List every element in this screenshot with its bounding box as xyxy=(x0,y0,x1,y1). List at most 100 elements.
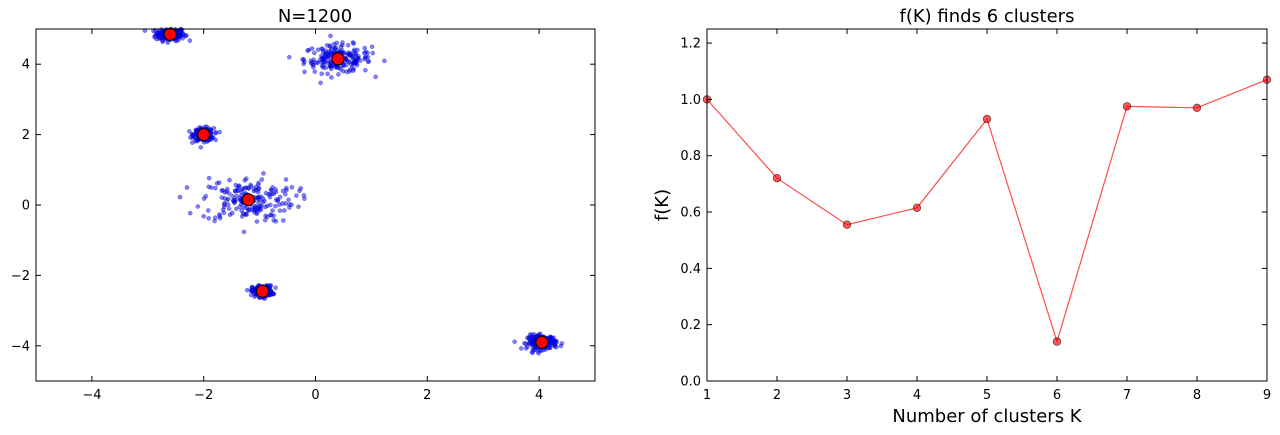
scatter-point xyxy=(177,194,183,200)
cluster-center-marker xyxy=(163,27,177,41)
cluster-center-marker xyxy=(535,335,549,349)
cluster-centers xyxy=(163,27,549,349)
scatter-point xyxy=(310,64,316,70)
x-tick-label: −4 xyxy=(82,388,101,403)
y-tick-label: 1.0 xyxy=(680,93,701,108)
scatter-point xyxy=(242,186,248,191)
scatter-point xyxy=(184,33,189,38)
scatter-point xyxy=(559,341,565,346)
scatter-point xyxy=(259,177,265,182)
scatter-point xyxy=(361,50,367,56)
y-tick-label: 0.4 xyxy=(680,262,701,277)
y-tick-label: −4 xyxy=(11,339,30,354)
x-axis-label: Number of clusters K xyxy=(892,406,1082,427)
scatter-point xyxy=(280,218,286,223)
scatter-point xyxy=(244,287,250,293)
scatter-point xyxy=(512,339,517,345)
scatter-point xyxy=(531,343,537,349)
scatter-points xyxy=(142,26,565,356)
scatter-point xyxy=(270,291,276,297)
scatter-point xyxy=(312,69,318,75)
scatter-point xyxy=(219,195,225,200)
scatter-point xyxy=(328,64,333,70)
y-tick-label: 0.0 xyxy=(680,375,701,390)
scatter-point xyxy=(554,344,559,350)
x-tick-label: −2 xyxy=(194,388,213,403)
scatter-point xyxy=(531,347,537,353)
fk-data-point xyxy=(1122,102,1132,111)
fk-data-point xyxy=(842,220,852,229)
scatter-point xyxy=(277,208,283,214)
x-tick-label: 2 xyxy=(423,388,431,403)
scatter-point xyxy=(180,35,186,41)
scatter-point xyxy=(256,186,262,191)
y-tick-label: 2 xyxy=(22,128,30,143)
scatter-point xyxy=(273,203,278,209)
scatter-point xyxy=(549,339,555,344)
scatter-point xyxy=(315,60,321,66)
scatter-point xyxy=(302,69,307,75)
scatter-point xyxy=(271,217,277,223)
scatter-point xyxy=(234,193,240,199)
scatter-point xyxy=(324,51,330,57)
scatter-point xyxy=(160,39,165,44)
scatter-point xyxy=(213,185,218,191)
scatter-point xyxy=(187,38,193,43)
scatter-point xyxy=(275,198,281,204)
scatter-point xyxy=(248,182,253,188)
scatter-x-axis: −4 −2 0 2 4 xyxy=(82,29,543,403)
scatter-point xyxy=(206,216,212,221)
scatter-point xyxy=(268,212,274,218)
y-tick-label: 0.2 xyxy=(680,318,701,333)
cluster-center-marker xyxy=(331,52,345,66)
scatter-point xyxy=(344,69,349,75)
scatter-point xyxy=(261,171,266,176)
scatter-point xyxy=(350,68,356,73)
fk-data-point xyxy=(982,114,992,124)
scatter-point xyxy=(180,32,185,37)
scatter-point xyxy=(286,54,292,60)
scatter-point xyxy=(363,67,368,73)
scatter-point xyxy=(286,197,291,203)
scatter-point xyxy=(319,63,325,69)
scatter-point xyxy=(283,177,289,182)
scatter-point xyxy=(252,294,257,299)
fk-data-point xyxy=(1052,337,1062,346)
scatter-point xyxy=(537,331,543,337)
scatter-point xyxy=(277,194,283,200)
scatter-point xyxy=(233,206,239,212)
cluster-center-marker xyxy=(255,284,269,298)
scatter-point xyxy=(289,184,295,190)
x-tick-label: 7 xyxy=(1123,388,1131,403)
scatter-point xyxy=(346,59,352,64)
scatter-point xyxy=(335,47,341,53)
scatter-point xyxy=(267,194,273,200)
x-tick-label: 6 xyxy=(1053,388,1061,403)
scatter-point xyxy=(306,47,311,53)
scatter-point xyxy=(187,210,193,216)
scatter-point xyxy=(312,50,317,56)
scatter-point xyxy=(300,57,305,62)
scatter-point xyxy=(345,42,351,48)
scatter-point xyxy=(294,193,299,198)
fk-data-point xyxy=(912,203,922,212)
scatter-point xyxy=(174,38,180,44)
scatter-point xyxy=(518,346,524,351)
scatter-point xyxy=(319,71,325,77)
scatter-point xyxy=(328,33,333,39)
scatter-point xyxy=(243,176,249,181)
scatter-point xyxy=(250,207,256,213)
cluster-center-marker xyxy=(197,128,211,142)
fk-data-point xyxy=(772,173,782,183)
y-tick-label: 1.2 xyxy=(680,37,701,52)
scatter-point xyxy=(273,189,279,195)
scatter-point xyxy=(205,208,211,213)
x-tick-label: 1 xyxy=(703,388,711,403)
scatter-point xyxy=(553,338,559,344)
scatter-point xyxy=(282,191,288,197)
scatter-point xyxy=(318,80,323,86)
scatter-point xyxy=(273,285,278,291)
x-tick-label: 9 xyxy=(1263,388,1271,403)
